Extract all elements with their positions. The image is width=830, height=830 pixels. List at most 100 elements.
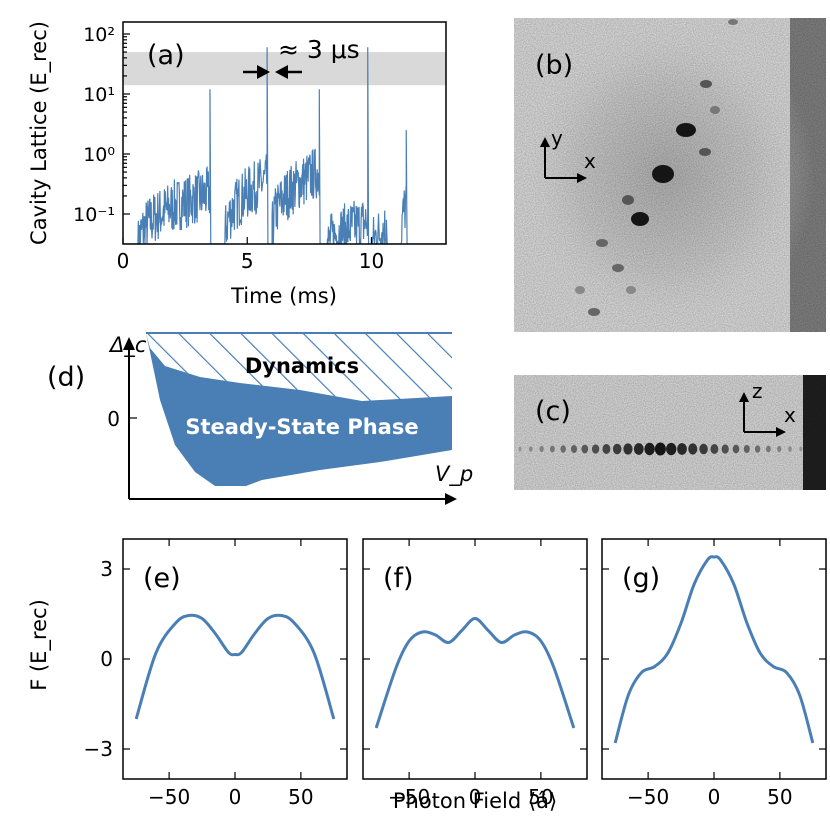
axis-z-label-c: z	[752, 379, 763, 403]
free-energy-curve	[374, 617, 576, 729]
steady-state-label: Steady-State Phase	[185, 415, 418, 439]
x-tick-label: 0	[708, 785, 721, 809]
y-axis-label-d: Δ_c	[108, 333, 147, 358]
peak	[728, 19, 738, 25]
arrow-right-icon	[275, 65, 302, 79]
peak	[677, 443, 687, 455]
diffraction-peaks-b	[575, 19, 738, 316]
peak	[575, 286, 585, 294]
peak	[539, 445, 544, 453]
peak	[699, 443, 708, 455]
y-axis-label-e: F (E_rec)	[27, 599, 52, 691]
x-ticks-a: 0 5 10	[117, 237, 384, 273]
cavity-trace	[123, 47, 446, 244]
peak	[588, 308, 600, 316]
peak	[623, 443, 633, 455]
peak	[688, 443, 698, 455]
x-tick-label: 10	[359, 249, 384, 273]
x-tick-label: 0	[117, 249, 130, 273]
panel-label-c: (c)	[535, 396, 571, 427]
diffraction-peaks-c	[518, 442, 803, 456]
free-energy-curve	[134, 613, 336, 720]
peak	[732, 444, 740, 454]
panel-label-d: (d)	[47, 362, 85, 393]
peak	[518, 446, 522, 452]
pulse-width-annotation: ≈ 3 μs	[278, 35, 360, 64]
y-tick-label: −3	[84, 737, 113, 761]
y-tick-label: 3	[100, 557, 113, 581]
x-tick-label: 0	[469, 785, 482, 809]
panel-f: −50 0 50 (f)	[362, 538, 588, 809]
peak	[528, 446, 533, 452]
x-tick-label: −50	[148, 785, 190, 809]
y-tick-label: 0	[100, 647, 113, 671]
x-axis-arrow-icon	[445, 493, 457, 505]
y-axis-arrow-icon	[123, 337, 135, 350]
y-zero-label: 0	[107, 407, 120, 431]
peak	[721, 444, 729, 454]
y-tick-label: 10⁰	[83, 144, 115, 166]
panel-c-image: (c) x z	[514, 375, 826, 490]
panel-e: −50 0 50 −3 0 3 (e)	[84, 538, 348, 809]
panel-g: −50 0 50 (g)	[601, 538, 827, 809]
x-tick-label: 50	[528, 785, 553, 809]
peak	[699, 148, 711, 156]
peak	[652, 165, 674, 183]
peak	[788, 446, 792, 452]
peak	[602, 444, 611, 454]
peak	[612, 264, 624, 272]
x-tick-label: −50	[627, 785, 669, 809]
dynamics-region	[146, 333, 452, 401]
axis-x-label-b: x	[584, 149, 596, 173]
panel-b-image: (b) x y	[514, 15, 826, 335]
x-axis-label-a: Time (ms)	[230, 284, 337, 308]
panel-label-b: (b)	[535, 50, 573, 81]
peak	[743, 444, 750, 454]
peak	[631, 212, 649, 226]
peak	[765, 445, 771, 453]
x-axis-label-d: V_p	[435, 462, 473, 487]
peak	[626, 286, 636, 294]
peak	[549, 445, 555, 453]
peak	[570, 444, 578, 454]
shared-x-axis-label: Photon Field ⟨â⟩	[393, 789, 557, 813]
peak	[654, 442, 666, 456]
panel-label: (f)	[383, 563, 414, 594]
x-tick-label: −50	[388, 785, 430, 809]
x-tick-label: 5	[241, 249, 254, 273]
axis-x-label-c: x	[784, 403, 796, 427]
peak	[799, 446, 803, 452]
panel-d: 0 (d) Δ_c V_p Dynamics Steady-State Phas…	[47, 332, 473, 505]
peak	[710, 106, 720, 114]
panel-label: (g)	[622, 563, 660, 594]
peak	[644, 442, 655, 456]
x-tick-label: 50	[767, 785, 792, 809]
y-tick-label: 10¹	[83, 84, 115, 106]
peak	[591, 444, 600, 454]
y-tick-label: 10²	[83, 24, 115, 46]
dynamics-label: Dynamics	[245, 354, 359, 378]
panel-label-a: (a)	[147, 40, 185, 71]
peak	[633, 443, 644, 455]
peak	[700, 80, 712, 88]
axis-y-label-b: y	[551, 126, 563, 150]
peak	[710, 444, 719, 454]
peak	[622, 195, 634, 205]
y-axis-label-a: Cavity Lattice (E_rec)	[27, 21, 52, 245]
plot-frame-a	[122, 21, 447, 245]
peak	[560, 445, 566, 453]
free-energy-curve	[613, 555, 815, 744]
peak	[581, 444, 589, 454]
axes-icon-c	[739, 392, 786, 437]
peak	[754, 445, 761, 453]
x-tick-label: 50	[288, 785, 313, 809]
peak	[596, 239, 608, 247]
y-tick-label: 10⁻¹	[73, 204, 115, 226]
peak	[777, 445, 782, 453]
peak	[612, 443, 622, 455]
axes-icon-b	[540, 137, 587, 183]
peak	[666, 442, 677, 456]
steady-state-region	[146, 333, 452, 486]
panel-label: (e)	[143, 563, 181, 594]
